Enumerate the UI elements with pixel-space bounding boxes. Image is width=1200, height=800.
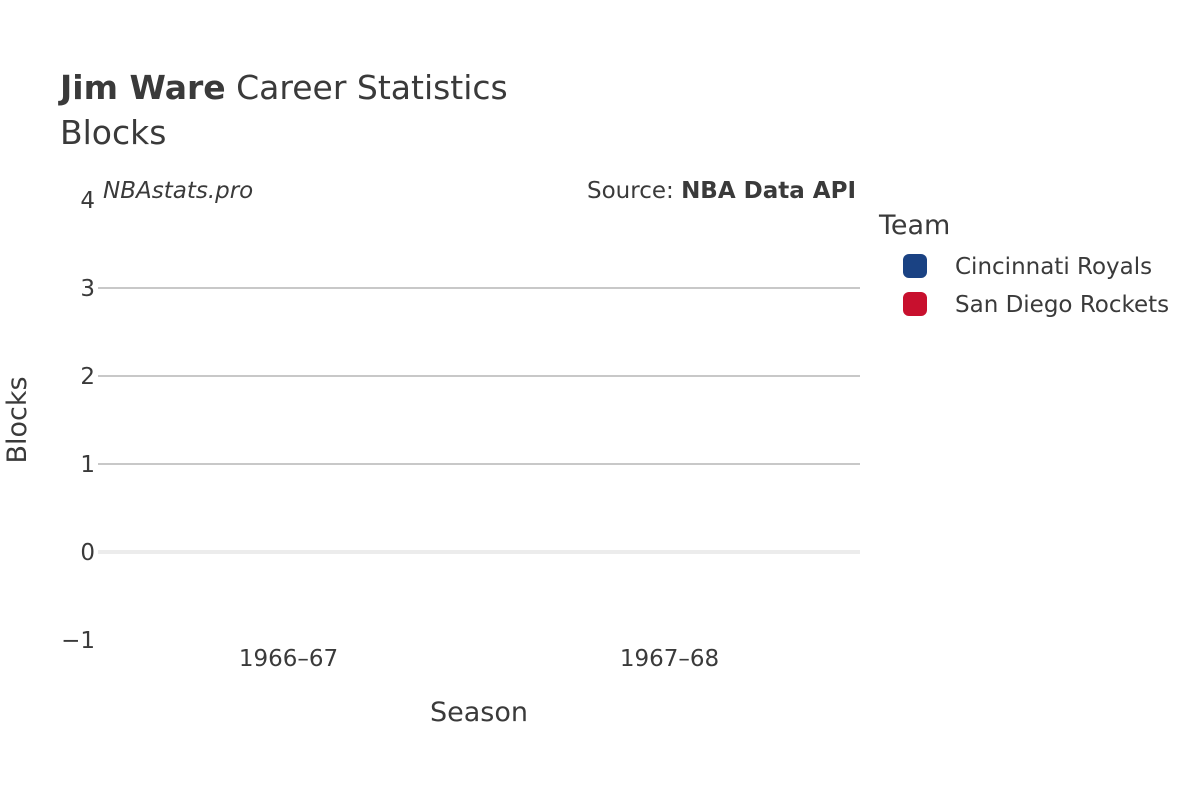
chart-subtitle: Blocks	[60, 113, 167, 152]
legend-swatch	[903, 254, 927, 278]
title-rest: Career Statistics	[236, 68, 508, 107]
y-tick-label: 0	[80, 540, 95, 566]
x-tick-labels: 1966–67 1967–68	[239, 646, 719, 672]
source-credit: Source: NBA Data API	[587, 178, 856, 204]
player-name: Jim Ware	[60, 68, 226, 107]
y-axis-title: Blocks	[2, 376, 33, 463]
x-axis-title: Season	[430, 697, 528, 728]
y-tick-label: 2	[80, 364, 95, 390]
grid-lines	[98, 287, 860, 554]
y-tick-labels: −1 0 1 2 3 4	[61, 188, 95, 654]
chart-title: Jim Ware Career Statistics	[60, 68, 508, 108]
legend-label: San Diego Rockets	[955, 292, 1170, 318]
x-tick-label: 1967–68	[620, 646, 719, 672]
y-tick-label: 3	[80, 276, 95, 302]
y-tick-label: 4	[80, 188, 95, 214]
source-name: NBA Data API	[681, 178, 856, 204]
x-tick-label: 1966–67	[239, 646, 338, 672]
y-tick-label: 1	[80, 452, 95, 478]
legend-swatch	[903, 292, 927, 316]
watermark: NBAstats.pro	[103, 178, 254, 204]
legend-label: Cincinnati Royals	[955, 254, 1153, 280]
source-prefix: Source:	[587, 178, 674, 204]
y-tick-label: −1	[61, 628, 95, 654]
legend-title: Team	[879, 210, 951, 241]
